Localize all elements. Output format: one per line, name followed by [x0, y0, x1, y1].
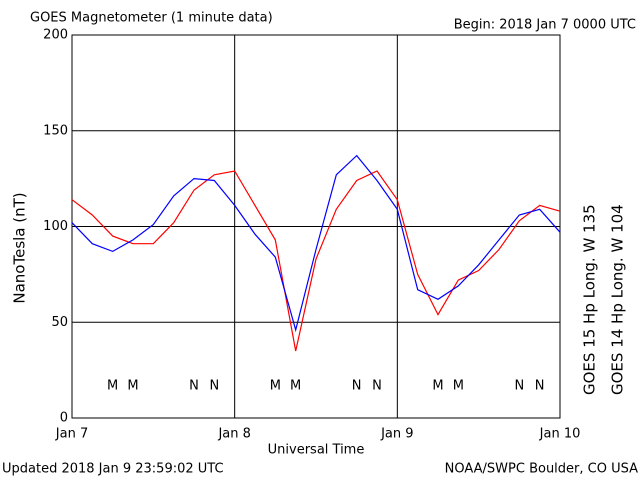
y-tick-label: 100	[43, 219, 68, 234]
y-tick-label: 50	[51, 315, 68, 330]
marker-label: N	[352, 379, 362, 394]
data-line	[71, 170, 561, 352]
legend-label: GOES 15 Hp Long. W 135	[581, 204, 599, 395]
marker-label: N	[209, 379, 219, 394]
marker-label: M	[107, 379, 118, 394]
x-axis-label: Universal Time	[268, 443, 365, 458]
x-tick-label: Jan 10	[539, 427, 581, 442]
marker-label: N	[514, 379, 524, 394]
marker-label: M	[270, 379, 281, 394]
y-tick-label: 0	[60, 411, 68, 426]
x-tick-label: Jan 9	[380, 427, 413, 442]
marker-label: M	[432, 379, 443, 394]
y-tick-label: 150	[43, 123, 68, 138]
footer-right: NOAA/SWPC Boulder, CO USA	[445, 462, 638, 477]
marker-label: N	[189, 379, 199, 394]
data-line	[71, 154, 561, 333]
marker-label: M	[127, 379, 138, 394]
chart-subtitle: Begin: 2018 Jan 7 0000 UTC	[454, 18, 636, 33]
legend-label: GOES 14 Hp Long. W 104	[609, 204, 627, 395]
x-tick-label: Jan 8	[217, 427, 250, 442]
footer-left: Updated 2018 Jan 9 23:59:02 UTC	[2, 462, 224, 477]
y-tick-label: 200	[43, 28, 68, 43]
marker-label: M	[453, 379, 464, 394]
chart-title: GOES Magnetometer (1 minute data)	[30, 11, 273, 26]
marker-label: N	[535, 379, 545, 394]
y-axis-label: NanoTesla (nT)	[11, 192, 29, 303]
x-tick-label: Jan 7	[55, 427, 88, 442]
marker-label: M	[290, 379, 301, 394]
marker-label: N	[372, 379, 382, 394]
